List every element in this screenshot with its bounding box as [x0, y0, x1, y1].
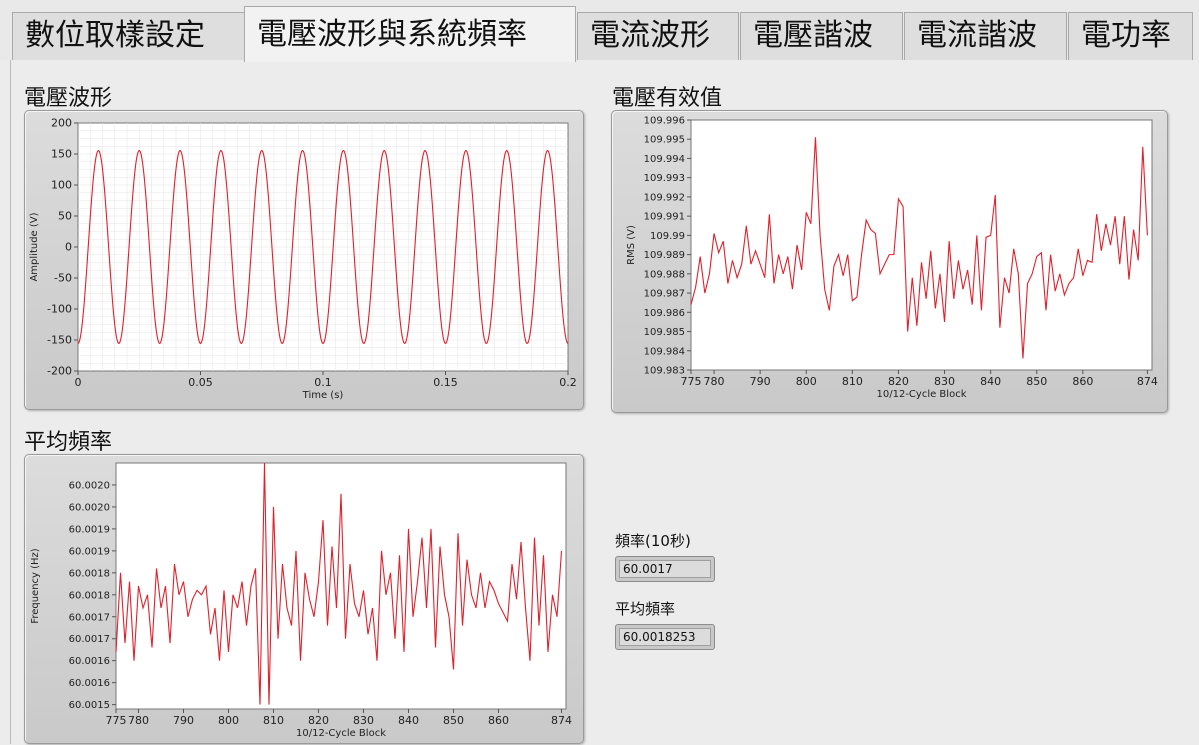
y-tick-label: 0 — [65, 241, 72, 254]
y-tick-label: 60.0018 — [69, 590, 110, 601]
y-tick-label: 150 — [51, 148, 72, 161]
x-tick-label: 810 — [842, 375, 863, 388]
voltage-rms-label: 電壓有效值 — [612, 86, 723, 111]
x-tick-label: 850 — [1026, 375, 1047, 388]
freq10s-label: 頻率(10秒) — [615, 532, 691, 550]
y-tick-label: 109.994 — [644, 154, 685, 165]
x-tick-label: 0.1 — [314, 376, 332, 389]
y-tick-label: 109.983 — [644, 366, 685, 377]
x-tick-label: 874 — [1137, 375, 1158, 388]
x-tick-label: 790 — [750, 375, 771, 388]
avg-frequency-label: 平均頻率 — [24, 430, 113, 455]
y-tick-label: 109.992 — [644, 192, 685, 203]
x-tick-label: 800 — [796, 375, 817, 388]
y-tick-label: 109.984 — [644, 346, 685, 357]
tab-voltage-waveform-frequency[interactable]: 電壓波形與系統頻率 — [244, 6, 576, 62]
voltage-rms-graph[interactable]: 109.996 109.995 109.994 109.993 109.992 109.9… — [611, 110, 1168, 413]
x-tick-label: 0 — [75, 376, 82, 389]
y-tick-label: 109.995 — [644, 135, 685, 146]
x-tick-label: 800 — [218, 714, 239, 727]
avg-freq-indicator-label: 平均頻率 — [615, 600, 676, 618]
x-tick-label: 810 — [263, 714, 284, 727]
y-tick-label: -200 — [47, 365, 72, 378]
x-tick-label: 830 — [934, 375, 955, 388]
y-tick-label: 109.993 — [644, 173, 685, 184]
y-tick-label: -50 — [54, 272, 72, 285]
voltage-waveform-label: 電壓波形 — [24, 86, 113, 111]
y-tick-label: 109.988 — [644, 269, 685, 280]
x-tick-label: 775 — [106, 714, 127, 727]
avg-freq-indicator: 60.0018253 — [615, 624, 715, 650]
y-tick-label: 60.0015 — [69, 700, 110, 711]
x-tick-label: 0.2 — [559, 376, 577, 389]
y-tick-label: -150 — [47, 334, 72, 347]
y-tick-label: 60.0018 — [69, 568, 110, 579]
x-tick-label: 0.05 — [188, 376, 213, 389]
y-tick-label: 109.996 — [644, 116, 685, 127]
y-axis-label: Frequency (Hz) — [30, 548, 41, 624]
avg-frequency-graph[interactable]: 60.0020 60.0020 60.0019 60.0019 60.0018 60.00… — [24, 454, 584, 744]
plot-area — [690, 119, 1153, 371]
series-line — [115, 462, 563, 705]
y-tick-label: 60.0020 — [69, 502, 110, 513]
x-tick-label: 840 — [398, 714, 419, 727]
y-tick-label: 60.0016 — [69, 678, 110, 689]
x-tick-label: 820 — [888, 375, 909, 388]
y-tick-label: 60.0019 — [69, 546, 110, 557]
x-tick-label: 850 — [443, 714, 464, 727]
y-tick-label: 100 — [51, 179, 72, 192]
tab-bar: 數位取樣設定 電壓波形與系統頻率 電流波形 電壓諧波 電流諧波 電功率 — [0, 0, 1199, 62]
y-tick-label: 109.987 — [644, 289, 685, 300]
x-tick-label: 874 — [551, 714, 572, 727]
x-tick-label: 840 — [980, 375, 1001, 388]
tab-current-harmonics[interactable]: 電流諧波 — [904, 12, 1067, 60]
x-axis-label: Time (s) — [302, 390, 344, 401]
x-tick-label: 860 — [1072, 375, 1093, 388]
x-tick-label: 860 — [488, 714, 509, 727]
y-tick-label: 60.0020 — [69, 480, 110, 491]
x-tick-label: 780 — [704, 375, 725, 388]
y-tick-label: 109.989 — [644, 250, 685, 261]
tab-sampling-settings[interactable]: 數位取樣設定 — [12, 12, 245, 60]
x-tick-label: 0.15 — [433, 376, 458, 389]
y-tick-label: -100 — [47, 303, 72, 316]
avg-freq-value: 60.0018253 — [619, 628, 711, 646]
tab-electric-power[interactable]: 電功率 — [1068, 12, 1193, 60]
y-tick-label: 109.986 — [644, 308, 685, 319]
series-line — [77, 149, 569, 345]
y-tick-label: 60.0016 — [69, 656, 110, 667]
x-axis-label: 10/12-Cycle Block — [877, 389, 967, 400]
voltage-waveform-graph[interactable]: 200 150 100 50 0 -50 -100 -150 -200 0 0.05 0.1 0.15 0… — [24, 110, 584, 410]
y-tick-label: 109.985 — [644, 327, 685, 338]
y-tick-label: 109.99 — [650, 231, 685, 242]
y-tick-label: 60.0017 — [69, 612, 110, 623]
y-tick-label: 60.0019 — [69, 524, 110, 535]
tab-voltage-harmonics[interactable]: 電壓諧波 — [740, 12, 903, 60]
series-line — [690, 137, 1148, 359]
x-tick-label: 775 — [681, 375, 702, 388]
x-axis-label: 10/12-Cycle Block — [296, 728, 386, 739]
tab-current-waveform[interactable]: 電流波形 — [577, 12, 739, 60]
y-axis-label: RMS (V) — [626, 225, 637, 265]
y-tick-label: 109.991 — [644, 212, 685, 223]
freq10s-value: 60.0017 — [619, 560, 711, 578]
x-tick-label: 830 — [353, 714, 374, 727]
y-tick-label: 60.0017 — [69, 634, 110, 645]
x-tick-label: 790 — [173, 714, 194, 727]
x-tick-label: 820 — [308, 714, 329, 727]
y-tick-label: 50 — [58, 210, 72, 223]
y-tick-label: 200 — [51, 117, 72, 130]
freq10s-indicator: 60.0017 — [615, 556, 715, 582]
y-axis-label: Amplitude (V) — [29, 212, 40, 281]
x-tick-label: 780 — [128, 714, 149, 727]
